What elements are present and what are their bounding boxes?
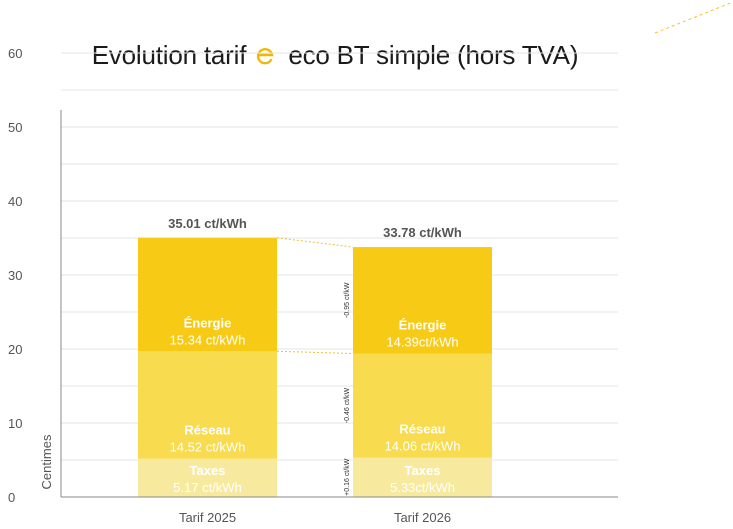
y-tick-label: 30 (8, 268, 22, 283)
segment-name-label: Réseau (399, 422, 445, 437)
total-value-label: 35.01 ct/kWh (168, 216, 247, 231)
x-category-label: Tarif 2025 (179, 510, 236, 525)
segment-value-label: 15.34 ct/kWh (170, 332, 246, 347)
delta-label-taxes: +0.16 ct/kW (344, 458, 351, 496)
y-axis-label: Centimes (39, 434, 54, 489)
bar-segment-reseau (353, 353, 492, 458)
bars (138, 237, 492, 497)
decorative-dash-line (654, 1, 733, 34)
segment-value-label: 5.33ct/kWh (390, 480, 455, 495)
segment-name-label: Taxes (405, 463, 441, 478)
bar-segment-energie (138, 237, 277, 352)
y-axis-ticks: 0 10 20 30 40 50 60 (8, 46, 22, 505)
segment-name-label: Énergie (399, 318, 447, 333)
segment-name-label: Taxes (190, 463, 226, 478)
total-value-label: 33.78 ct/kWh (383, 225, 462, 240)
x-category-label: Tarif 2026 (394, 510, 451, 525)
eco-logo-icon (257, 48, 274, 65)
delta-label-reseau: -0.46 ct/kW (344, 387, 351, 423)
y-tick-label: 20 (8, 342, 22, 357)
title-text-end: eco BT simple (hors TVA) (288, 40, 579, 70)
segment-name-label: Réseau (184, 423, 230, 438)
segment-value-label: 14.06 ct/kWh (385, 439, 461, 454)
y-tick-label: 0 (8, 490, 15, 505)
connector-line (276, 237, 354, 248)
delta-label-energie: -0.95 ct/kW (344, 282, 351, 318)
segment-value-label: 14.52 ct/kWh (170, 440, 246, 455)
y-tick-label: 50 (8, 120, 22, 135)
bar-segment-energie (353, 247, 492, 354)
bar-segment-taxes (353, 457, 492, 497)
segment-value-label: 5.17 ct/kWh (173, 480, 242, 495)
title-text-start: Evolution tarif (91, 40, 247, 70)
y-tick-label: 10 (8, 416, 22, 431)
segment-name-label: Énergie (184, 315, 232, 330)
bar-connectors (276, 237, 354, 355)
y-tick-label: 60 (8, 46, 22, 61)
segment-value-label: 14.39ct/kWh (386, 335, 458, 350)
y-tick-label: 40 (8, 194, 22, 209)
delta-labels: -0.95 ct/kW -0.46 ct/kW +0.16 ct/kW (344, 282, 351, 496)
bar-segment-reseau (138, 351, 277, 459)
chart-title: Evolution tarif eco BT simple (hors TVA) (0, 40, 670, 71)
connector-line (276, 350, 354, 355)
bar-segment-taxes (138, 458, 277, 497)
x-axis-categories: Tarif 2025 Tarif 2026 (179, 510, 451, 525)
bar-labels: Taxes 5.17 ct/kWh Réseau 14.52 ct/kWh Énergi… (168, 216, 462, 495)
